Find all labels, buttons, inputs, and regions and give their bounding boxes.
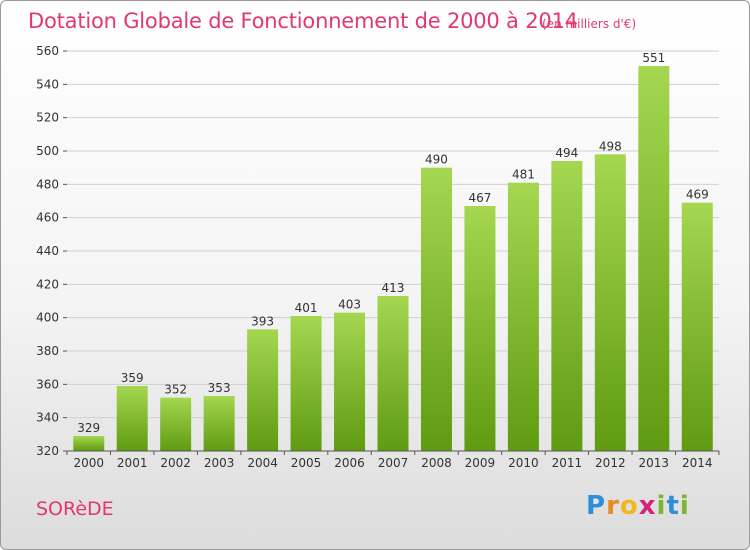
chart-subtitle: (en milliers d'€) [542,17,637,31]
logo-letter: i [656,491,667,521]
x-tick-label: 2014 [682,456,713,470]
bars: 329 359 352 353 393 401 403 413 490 467 481 494 498 5… [73,51,713,452]
y-tick-label: 440 [36,244,59,258]
x-axis-ticks: 2000 2001 2002 2003 2004 2005 2006 2007 2008 2009… [66,451,720,470]
bar-2013 [638,66,670,451]
x-tick-label: 2006 [334,456,365,470]
value-label-2003: 353 [208,381,231,395]
logo-letter: P [586,491,607,521]
x-tick-label: 2004 [247,456,278,470]
x-tick-label: 2000 [73,456,104,470]
bar-2007 [377,296,409,451]
value-label-2013: 551 [642,51,665,65]
bar-2008 [420,167,452,451]
value-label-2004: 393 [251,314,274,328]
x-tick-label: 2007 [378,456,409,470]
y-tick-label: 380 [36,344,59,358]
bar-2006 [334,312,366,451]
y-tick-label: 480 [36,177,59,191]
bar-2005 [290,316,322,451]
y-tick-label: 420 [36,277,59,291]
proxiti-logo: Proxiti [586,491,690,521]
value-label-2014: 469 [686,188,709,202]
y-tick-label: 340 [36,411,59,425]
value-label-2001: 359 [121,371,144,385]
value-label-2006: 403 [338,298,361,312]
bar-2011 [551,161,583,451]
logo-letter: r [606,491,620,521]
x-tick-label: 2010 [508,456,539,470]
y-tick-label: 540 [36,77,59,91]
value-label-2000: 329 [77,421,100,435]
y-tick-label: 400 [36,311,59,325]
x-tick-label: 2012 [595,456,626,470]
x-tick-label: 2013 [639,456,670,470]
logo-letter: i [679,491,690,521]
town-name: SORèDE [36,498,114,520]
bar-2004 [247,329,279,451]
bar-2012 [594,154,626,452]
value-label-2007: 413 [382,281,405,295]
y-tick-label: 460 [36,211,59,225]
logo-letter: o [619,491,639,521]
value-label-2005: 401 [295,301,318,315]
logo-letter: t [666,491,680,521]
value-label-2008: 490 [425,153,448,167]
x-tick-label: 2011 [552,456,583,470]
y-tick-label: 500 [36,144,59,158]
x-tick-label: 2009 [465,456,496,470]
bar-2009 [464,206,496,451]
x-tick-label: 2001 [117,456,148,470]
bar-2003 [203,396,235,451]
value-label-2012: 498 [599,139,622,153]
bar-2014 [681,202,713,451]
y-tick-label: 320 [36,444,59,458]
x-tick-label: 2002 [160,456,191,470]
x-tick-label: 2003 [204,456,235,470]
value-label-2011: 494 [555,146,578,160]
y-axis-ticks: 320 340 360 380 400 420 440 460 480 500 520 540 560 [36,44,67,458]
bar-2000 [73,436,105,451]
bar-2002 [160,397,192,451]
x-tick-label: 2008 [421,456,452,470]
value-label-2002: 352 [164,383,187,397]
y-tick-label: 520 [36,111,59,125]
y-tick-label: 360 [36,377,59,391]
y-tick-label: 560 [36,44,59,58]
chart-title: Dotation Globale de Fonctionnement de 20… [28,9,578,33]
value-label-2010: 481 [512,168,535,182]
logo-letter: x [638,491,657,521]
bar-2010 [507,182,539,451]
x-tick-label: 2005 [291,456,322,470]
value-label-2009: 467 [468,191,491,205]
bar-2001 [116,386,148,451]
